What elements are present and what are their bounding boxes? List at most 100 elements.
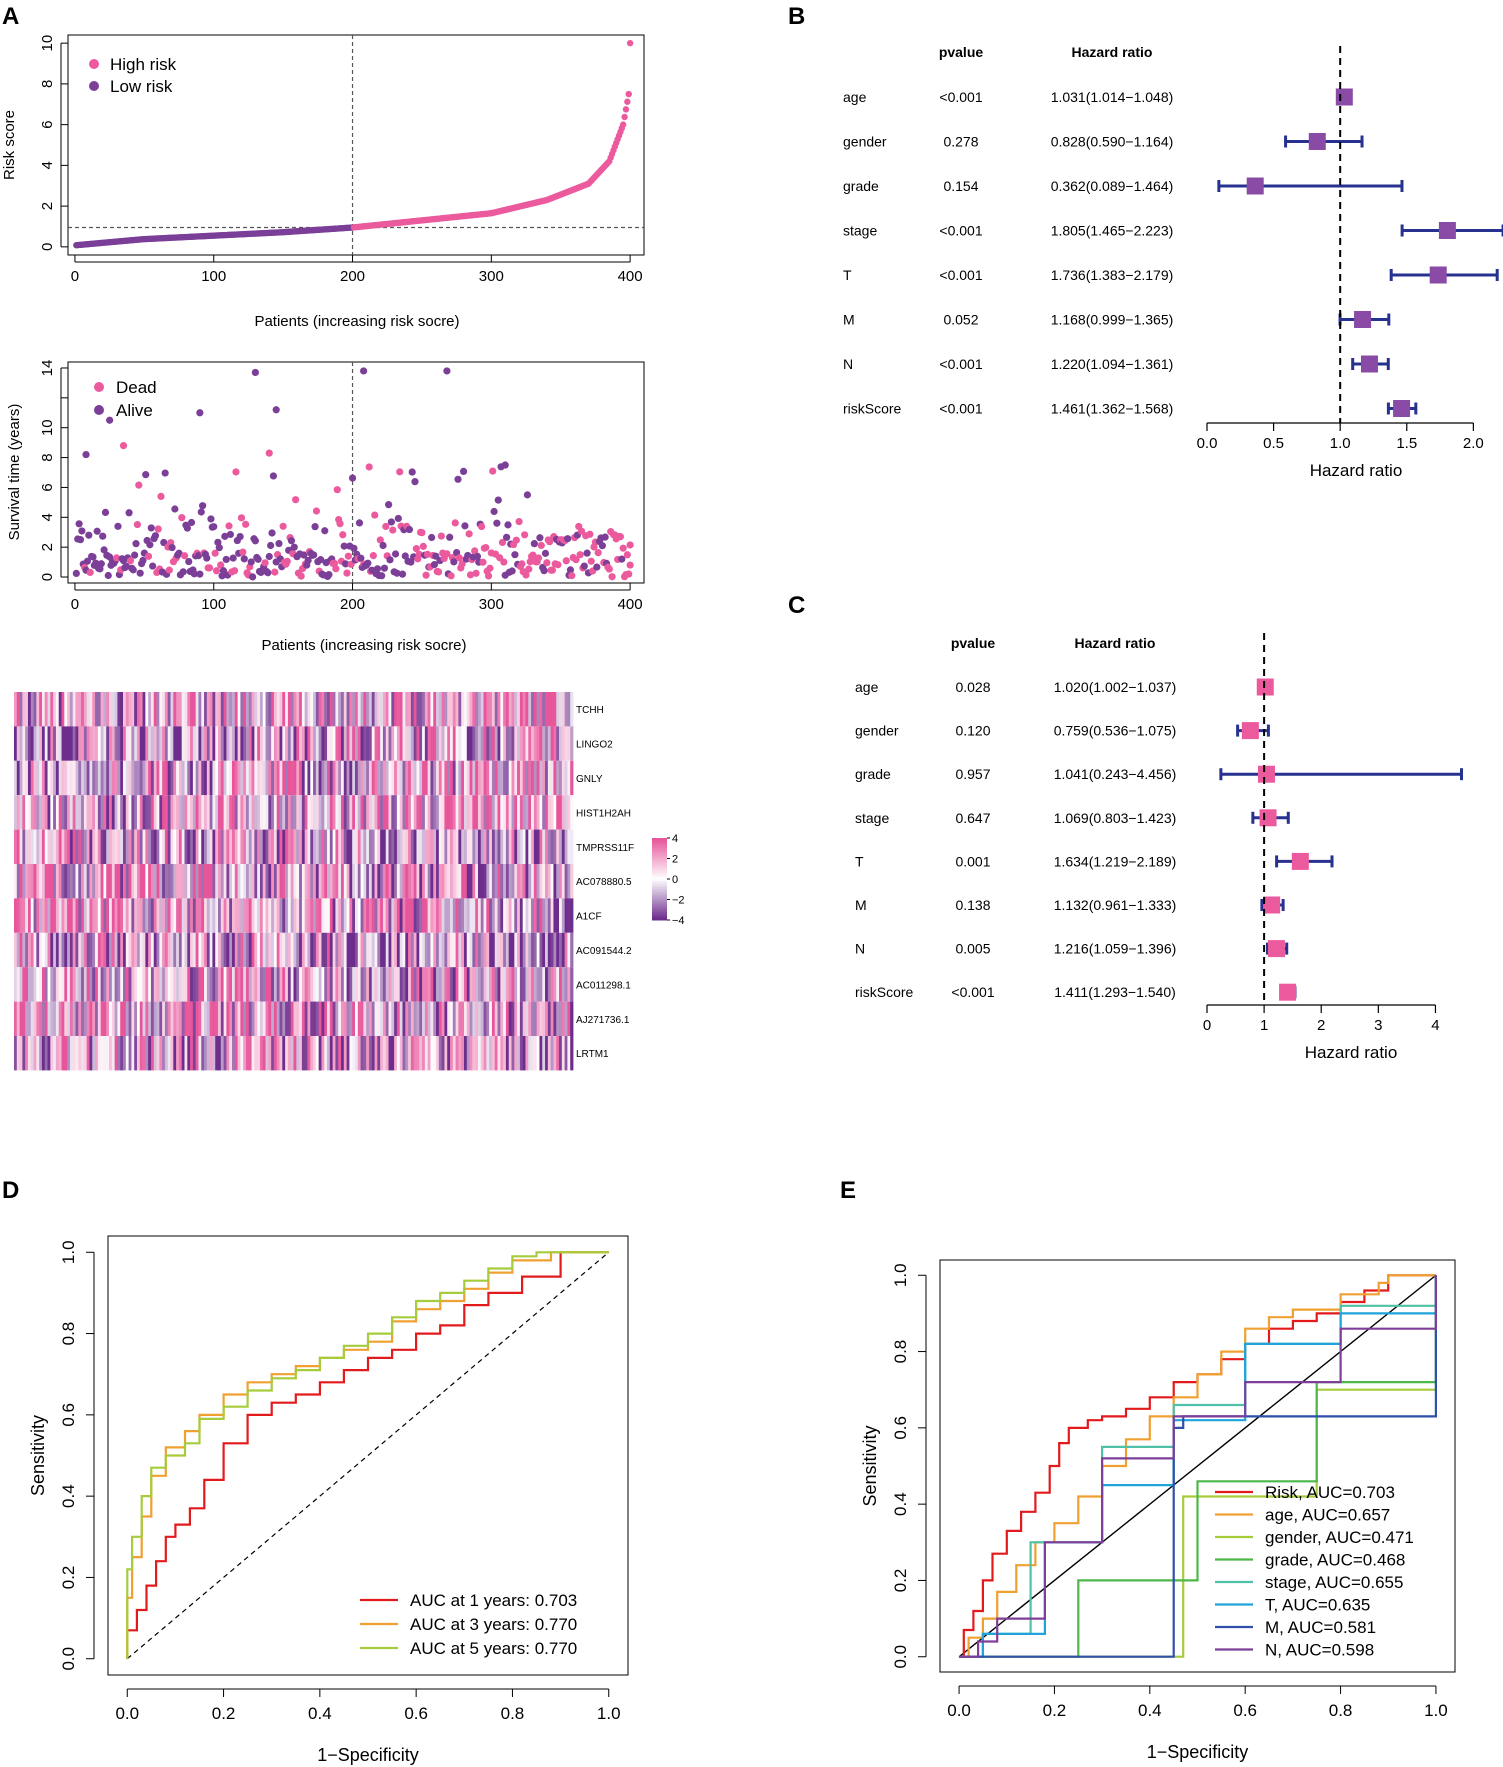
heatmap-cell [97, 1036, 102, 1071]
heatmap-cell [215, 864, 219, 899]
gene-label: AC091544.2 [576, 946, 632, 957]
heatmap-cell [399, 864, 403, 899]
heatmap-cell [64, 829, 68, 864]
heatmap-cell [198, 795, 202, 830]
heatmap-cell [564, 1001, 568, 1036]
heatmap-cell [341, 967, 345, 1002]
heatmap-cell [536, 932, 540, 968]
heatmap-cell [553, 898, 557, 933]
roc-y-tick-label: 0.6 [59, 1403, 78, 1427]
survival-point [269, 472, 278, 480]
heatmap-cell [195, 726, 199, 761]
forest-point-box [1308, 133, 1326, 150]
heatmap-cell [315, 692, 320, 727]
heatmap-cell [332, 829, 336, 864]
heatmap-cell [22, 898, 26, 933]
survival-point [541, 549, 550, 557]
heatmap-cell [522, 795, 526, 830]
heatmap-cell [145, 692, 149, 727]
heatmap-cell [480, 898, 484, 933]
forest-x-tick-label: 2 [1317, 1017, 1325, 1034]
colorbar-segment [652, 905, 667, 909]
survival-point [522, 571, 530, 579]
heatmap-cell [469, 864, 473, 899]
heatmap-cell [307, 726, 311, 761]
heatmap-cell [315, 898, 320, 933]
heatmap-cell [399, 967, 403, 1002]
heatmap-cell [357, 692, 361, 727]
heatmap-cell [75, 795, 79, 830]
heatmap-cell [469, 829, 473, 864]
survival-point [572, 556, 580, 564]
heatmap-cell [511, 932, 515, 968]
survival-point [536, 534, 544, 542]
heatmap-cell [396, 692, 401, 727]
heatmap-cell [136, 967, 141, 1002]
heatmap-cell [220, 898, 225, 933]
heatmap-cell [318, 829, 322, 864]
heatmap-cell [184, 932, 188, 968]
survival-point [304, 556, 312, 565]
heatmap-cell [240, 795, 244, 830]
forest-x-tick-label: 0.5 [1263, 435, 1284, 452]
heatmap-cell [184, 898, 188, 933]
heatmap-cell [522, 726, 526, 761]
heatmap-cell [234, 932, 238, 968]
heatmap-cell [173, 1036, 177, 1071]
survival-point [75, 520, 83, 528]
survival-point [221, 532, 229, 540]
heatmap-cell [69, 898, 74, 933]
colorbar-segment [652, 885, 667, 888]
heatmap-cell [464, 760, 468, 796]
heatmap-cell [61, 760, 65, 796]
heatmap-cell [503, 692, 507, 727]
heatmap-cell [206, 864, 211, 899]
panel-label-d: D [2, 1177, 19, 1204]
survival-point [239, 548, 247, 556]
heatmap-cell [491, 760, 496, 796]
heatmap-cell [265, 1001, 269, 1036]
heatmap-cell [561, 932, 566, 968]
heatmap-cell [458, 967, 462, 1002]
heatmap-cell [134, 726, 138, 761]
heatmap-cell [212, 1001, 216, 1036]
heatmap-cell [22, 726, 26, 761]
heatmap-cell [83, 967, 88, 1002]
heatmap-cell [117, 692, 121, 727]
heatmap-cell [539, 932, 543, 968]
heatmap-cell [441, 1001, 445, 1036]
heatmap-cell [39, 795, 43, 830]
heatmap-cell [399, 1001, 403, 1036]
heatmap-cell [128, 692, 132, 727]
heatmap-cell [89, 692, 93, 727]
forest-pvalue: 0.278 [943, 134, 978, 150]
heatmap-cell [27, 795, 32, 830]
heatmap-cell [545, 795, 549, 830]
heatmap-cell [486, 967, 490, 1002]
heatmap-cell [352, 829, 356, 864]
heatmap-cell [145, 1036, 149, 1071]
heatmap-cell [262, 726, 266, 761]
heatmap-cell [377, 726, 381, 761]
heatmap-cell [522, 967, 526, 1002]
heatmap-cell [128, 898, 132, 933]
heatmap-cell [173, 692, 177, 727]
heatmap-cell [148, 692, 152, 727]
heatmap-cell [243, 967, 247, 1002]
heatmap-cell [561, 1001, 566, 1036]
survival-point [534, 554, 543, 562]
heatmap-cell [438, 1001, 443, 1036]
heatmap-cell [117, 967, 121, 1002]
heatmap-cell [128, 829, 132, 864]
heatmap-cell [447, 967, 451, 1002]
heatmap-cell [209, 692, 213, 727]
heatmap-cell [497, 795, 501, 830]
colorbar-segment [652, 866, 667, 870]
heatmap-cell [564, 967, 568, 1002]
heatmap-cell [254, 726, 258, 761]
heatmap-cell [335, 692, 339, 727]
heatmap-cell [360, 726, 364, 761]
heatmap-cell [251, 692, 255, 727]
gene-label: AC078880.5 [576, 877, 632, 888]
